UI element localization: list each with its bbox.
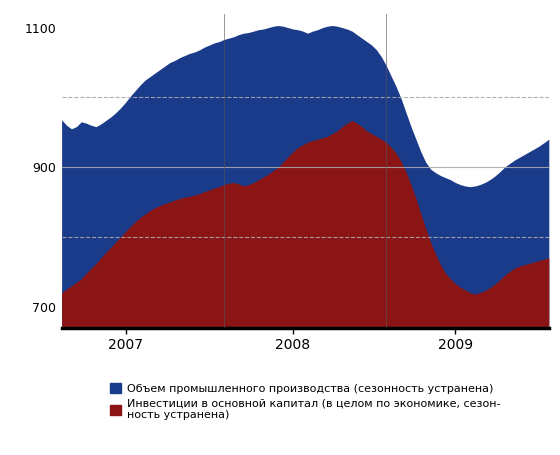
Legend: Объем промышленного производства (сезонность устранена), Инвестиции в основной к: Объем промышленного производства (сезонн… bbox=[110, 384, 500, 420]
